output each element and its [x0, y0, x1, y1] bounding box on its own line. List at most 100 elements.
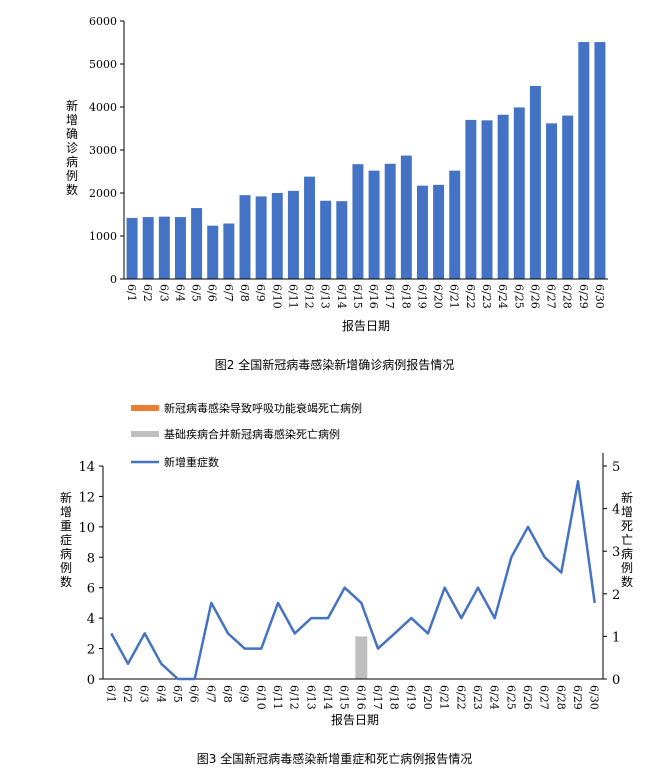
right-y-axis-label-char: 增	[621, 505, 633, 519]
x-tick-label: 6/26	[528, 284, 541, 309]
x-tick-label: 6/14	[321, 685, 334, 710]
x-tick-label: 6/1	[125, 284, 138, 302]
x-tick-label: 6/3	[157, 284, 170, 302]
x-tick-label: 6/9	[238, 685, 251, 703]
x-tick-label: 6/5	[190, 284, 203, 302]
x-tick-label: 6/14	[335, 284, 348, 309]
bar-6/1	[126, 217, 138, 279]
legend-label: 新冠病毒感染导致呼吸功能衰竭死亡病例	[164, 401, 362, 415]
x-tick-label: 6/22	[454, 685, 467, 710]
x-tick-label: 6/7	[222, 284, 235, 302]
bar-6/8	[239, 195, 251, 279]
bar-6/3	[158, 216, 170, 279]
bar-6/12	[304, 176, 316, 279]
right-y-axis-label-char: 病	[621, 546, 633, 561]
y-axis-label-char: 数	[66, 182, 78, 197]
x-tick-label: 6/3	[138, 685, 151, 703]
left-y-tick-label: 4	[87, 612, 95, 627]
x-tick-label: 6/29	[577, 284, 590, 309]
right-y-tick-label: 0	[612, 673, 620, 688]
bar-6/9	[255, 196, 267, 279]
x-tick-label: 6/7	[204, 685, 217, 703]
y-tick-label: 1000	[89, 230, 117, 243]
left-y-axis-label-char: 例	[60, 561, 72, 575]
x-tick-label: 6/30	[588, 685, 601, 710]
x-tick-label: 6/4	[154, 685, 167, 703]
x-tick-label: 6/10	[270, 284, 283, 309]
x-tick-label: 6/2	[141, 284, 154, 302]
x-axis-label: 报告日期	[342, 318, 390, 333]
bar-6/13	[320, 200, 332, 279]
x-tick-label: 6/21	[438, 685, 451, 710]
right-y-tick-label: 1	[612, 630, 620, 645]
right-y-tick-label: 2	[612, 588, 620, 603]
bar-6/21	[449, 170, 461, 279]
left-y-tick-labels: 0 2 4 6 8 10 12 14	[78, 460, 95, 688]
x-tick-label: 6/20	[421, 685, 434, 710]
bar-6/17	[384, 163, 396, 279]
x-tick-label: 6/16	[367, 284, 380, 309]
bar-6/2	[142, 217, 154, 279]
right-y-axis-label-char: 例	[621, 561, 633, 575]
y-axis-label-char: 新	[66, 98, 78, 113]
x-tick-label: 6/30	[593, 284, 606, 309]
left-y-tick-label: 10	[78, 521, 95, 536]
left-y-axis-label-char: 数	[60, 574, 72, 589]
x-axis-label: 报告日期	[331, 712, 379, 727]
x-tick-label: 6/4	[173, 284, 186, 302]
bar-6/23	[481, 120, 493, 279]
x-tick-label: 6/11	[271, 685, 284, 710]
x-tick-label: 6/18	[399, 284, 412, 309]
x-tick-label: 6/15	[338, 685, 351, 710]
x-tick-label: 6/25	[504, 685, 517, 710]
right-y-tick-label: 3	[612, 545, 620, 560]
y-axis-label-char: 增	[66, 113, 78, 127]
bar-6/6	[207, 225, 219, 279]
y-tick-label: 4000	[89, 101, 117, 114]
x-tick-label: 6/23	[471, 685, 484, 710]
x-tick-label: 6/5	[171, 685, 184, 703]
x-tick-label: 6/24	[488, 685, 501, 710]
bar-6/15	[352, 164, 364, 279]
bar-6/27	[546, 123, 558, 279]
x-tick-label: 6/8	[221, 685, 234, 703]
bar-6/22	[465, 119, 477, 280]
x-tick-label: 6/13	[319, 284, 332, 309]
right-y-axis-label-char: 死	[621, 519, 633, 533]
bar-6/25	[513, 107, 525, 280]
x-tick-label: 6/11	[286, 284, 299, 309]
left-y-axis-label-char: 新	[60, 490, 72, 505]
x-tick-label: 6/18	[388, 685, 401, 710]
x-tick-label: 6/19	[415, 284, 428, 309]
x-tick-label: 6/17	[383, 284, 396, 309]
left-y-tick-label: 2	[87, 643, 95, 658]
y-axis-label-char: 病	[66, 154, 78, 169]
axes	[120, 20, 608, 280]
left-y-tick-label: 0	[87, 673, 95, 688]
x-tick-label: 6/26	[521, 685, 534, 710]
x-tick-label: 6/10	[254, 685, 267, 710]
severe-cases-line-series	[110, 479, 596, 681]
x-tick-label: 6/22	[464, 284, 477, 309]
figure-2-caption: 图2 全国新冠病毒感染新增确诊病例报告情况	[214, 358, 455, 372]
y-tick-label: 5000	[89, 58, 117, 71]
x-tick-label: 6/15	[351, 284, 364, 309]
right-y-axis-label-char: 数	[621, 574, 633, 589]
y-axis-label-char: 例	[66, 169, 78, 183]
legend-swatch	[131, 405, 159, 411]
bar-6/14	[336, 201, 348, 279]
x-tick-label: 6/23	[480, 284, 493, 309]
bar-6/29	[578, 42, 590, 279]
bar-6/5	[191, 208, 203, 279]
y-tick-labels: 0 1000 2000 3000 4000 5000 6000	[89, 15, 117, 286]
right-y-tick-label: 5	[612, 460, 620, 475]
x-tick-labels: 6/1 6/2 6/3 6/4 6/5 6/6 6/7 6/8 6/9 6/10 6/11 6/12 6…	[125, 284, 606, 309]
x-tick-label: 6/27	[538, 685, 551, 710]
death-bar-6/16	[355, 636, 368, 679]
left-y-tick-label: 8	[87, 551, 95, 566]
x-tick-label: 6/24	[496, 284, 509, 309]
